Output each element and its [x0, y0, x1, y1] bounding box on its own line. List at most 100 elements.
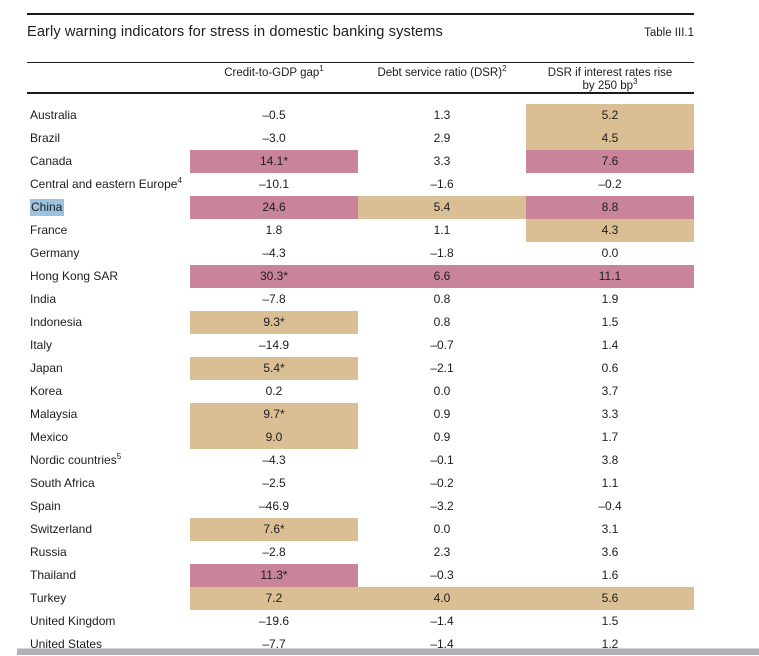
table-row: India –7.8 0.8 1.9 [27, 288, 694, 311]
table-row: Spain –46.9 –3.2 –0.4 [27, 495, 694, 518]
value-cell: 5.6 [526, 587, 694, 610]
value-cell: –14.9 [258, 338, 290, 352]
value-cell: 9.3* [190, 311, 358, 334]
value-cell: 4.0 [358, 587, 526, 610]
table-row: Korea 0.2 0.0 3.7 [27, 380, 694, 403]
value-cell: 1.5 [601, 315, 619, 329]
country-label: Canada [27, 150, 190, 173]
value-cell: 6.6 [358, 265, 526, 288]
country-label: China [27, 196, 190, 219]
table-row: Nordic countries5 –4.3 –0.1 3.8 [27, 449, 694, 472]
table-row: Hong Kong SAR 30.3* 6.6 11.1 [27, 265, 694, 288]
footnote-marker: 2 [502, 64, 507, 74]
top-rule [27, 13, 694, 15]
header-divider-rule [27, 92, 694, 94]
value-cell: 0.9 [433, 407, 451, 421]
value-cell: 3.8 [601, 453, 619, 467]
country-label: South Africa [27, 472, 190, 495]
value-cell: 1.1 [601, 476, 619, 490]
country-label: Switzerland [27, 518, 190, 541]
table-row: Malaysia 9.7* 0.9 3.3 [27, 403, 694, 426]
table-row: Brazil –3.0 2.9 4.5 [27, 127, 694, 150]
value-cell: 5.4 [358, 196, 526, 219]
value-cell: 2.9 [433, 131, 451, 145]
country-name: Malaysia [30, 407, 78, 421]
country-name: Italy [30, 338, 53, 352]
table-row: Switzerland 7.6* 0.0 3.1 [27, 518, 694, 541]
value-cell: –4.3 [262, 453, 286, 467]
title-divider-rule [27, 62, 694, 63]
table-row: South Africa –2.5 –0.2 1.1 [27, 472, 694, 495]
table-row: Canada 14.1* 3.3 7.6 [27, 150, 694, 173]
horizontal-scrollbar[interactable] [17, 648, 759, 655]
table-row: Russia –2.8 2.3 3.6 [27, 541, 694, 564]
value-cell: 1.4 [601, 338, 619, 352]
country-name: France [30, 223, 68, 237]
value-cell: –2.1 [430, 361, 454, 375]
value-cell: –0.7 [430, 338, 454, 352]
column-header-dsr-rate-rise: DSR if interest rates rise by 250 bp3 [526, 67, 694, 93]
country-name: Canada [30, 154, 73, 168]
value-cell: 3.3 [433, 154, 451, 168]
table-row: Indonesia 9.3* 0.8 1.5 [27, 311, 694, 334]
country-name: Central and eastern Europe [30, 177, 178, 191]
country-name: Russia [30, 545, 67, 559]
country-label: Indonesia [27, 311, 190, 334]
value-cell: –0.4 [598, 499, 622, 513]
value-cell: 1.9 [601, 292, 619, 306]
value-cell: –0.3 [430, 568, 454, 582]
value-cell: 4.3 [526, 219, 694, 242]
table-row: United Kingdom –19.6 –1.4 1.5 [27, 610, 694, 633]
country-name: South Africa [30, 476, 95, 490]
country-name: Australia [30, 108, 77, 122]
value-cell: 5.4* [190, 357, 358, 380]
table-row: Italy –14.9 –0.7 1.4 [27, 334, 694, 357]
value-cell: 11.1 [526, 265, 694, 288]
value-cell: 0.0 [433, 384, 451, 398]
country-name: India [30, 292, 57, 306]
country-label: Korea [27, 380, 190, 403]
value-cell: 9.7* [190, 403, 358, 426]
value-cell: 1.1 [433, 223, 451, 237]
country-name: Spain [30, 499, 61, 513]
country-name: United States [30, 637, 103, 651]
country-label: Malaysia [27, 403, 190, 426]
title-row: Early warning indicators for stress in d… [27, 24, 694, 40]
table-row: Turkey 7.2 4.0 5.6 [27, 587, 694, 610]
country-label: Japan [27, 357, 190, 380]
country-label: United Kingdom [27, 610, 190, 633]
value-cell: –46.9 [258, 499, 290, 513]
country-label: India [27, 288, 190, 311]
value-cell: 7.6 [526, 150, 694, 173]
country-name: Hong Kong SAR [30, 269, 119, 283]
value-cell: 30.3* [190, 265, 358, 288]
table-row: Mexico 9.0 0.9 1.7 [27, 426, 694, 449]
table-header-row: Credit-to-GDP gap1 Debt service ratio (D… [27, 64, 694, 93]
value-cell: 1.6 [601, 568, 619, 582]
value-cell: –1.4 [430, 614, 454, 628]
value-cell: 2.3 [433, 545, 451, 559]
table-row: France 1.8 1.1 4.3 [27, 219, 694, 242]
value-cell: 0.8 [433, 315, 451, 329]
value-cell: –19.6 [258, 614, 290, 628]
country-label: Hong Kong SAR [27, 265, 190, 288]
country-label: Central and eastern Europe4 [27, 173, 190, 196]
value-cell: 7.2 [190, 587, 358, 610]
table-row: United States –7.7 –1.4 1.2 [27, 633, 694, 656]
country-name: United Kingdom [30, 614, 116, 628]
footnote-marker: 1 [319, 64, 324, 74]
country-name: Germany [30, 246, 80, 260]
value-cell: 1.7 [601, 430, 619, 444]
value-cell: 1.3 [433, 108, 451, 122]
value-cell: 3.7 [601, 384, 619, 398]
country-name: Thailand [30, 568, 77, 582]
value-cell: 5.2 [526, 104, 694, 127]
column-header-label-line2: by 250 bp [582, 80, 634, 92]
value-cell: 0.0 [601, 246, 619, 260]
value-cell: 3.6 [601, 545, 619, 559]
value-cell: 0.9 [433, 430, 451, 444]
value-cell: 9.0 [190, 426, 358, 449]
value-cell: 1.8 [265, 223, 283, 237]
value-cell: –3.0 [262, 131, 286, 145]
value-cell: 1.2 [601, 637, 619, 651]
